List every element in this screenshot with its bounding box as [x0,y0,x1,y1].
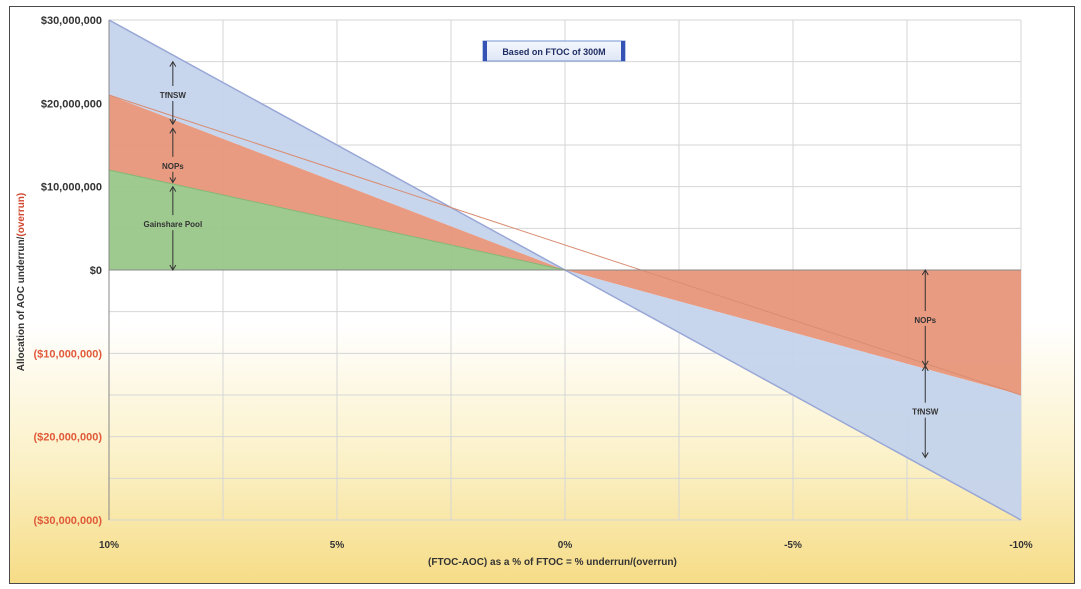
arrow-head [169,60,177,67]
y-tick-label: $0 [90,265,102,277]
arrow-head [169,264,177,271]
y-axis-label-part2: (overrun) [16,193,27,237]
annotation-label: NOPs [162,162,184,171]
y-tick-label: ($10,000,000) [34,348,103,360]
annotation-label: NOPs [914,316,936,325]
y-tick-label: $10,000,000 [41,182,102,194]
annotation-label: TfNSW [912,408,939,417]
allocation-chart: $30,000,000 $20,000,000 $10,000,000 $0 ($10,… [16,15,1033,568]
x-tick-label: -5% [784,540,802,551]
arrow-head [921,269,929,276]
arrow-head [169,185,177,192]
y-tick-label: ($30,000,000) [34,515,103,527]
annotation-label: Gainshare Pool [143,220,202,229]
y-tick-label: ($20,000,000) [34,432,103,444]
x-tick-label: 0% [558,540,573,551]
y-tick-label: $30,000,000 [41,15,102,27]
arrow-head [921,364,929,372]
x-tick-label: 5% [330,540,345,551]
annotations: TfNSW NOPs Gainshare Pool NOPs TfNSW [143,60,939,459]
nops-boundary-line [108,94,1022,396]
annotation-tfnsw: TfNSW [160,60,187,126]
annotation-nops: NOPs [162,127,184,184]
chart-title: Based on FTOC of 300M [482,40,626,62]
annotation-nops: NOPs [914,269,937,367]
chart-frame: $30,000,000 $20,000,000 $10,000,000 $0 ($10,… [9,6,1075,584]
annotation-tfnsw: TfNSW [912,364,939,459]
annotation-gainshare-pool: Gainshare Pool [143,185,202,271]
y-axis-label-part1: Allocation of AOC underrun/ [16,236,27,371]
y-axis-label: Allocation of AOC underrun/(overrun) [16,193,27,372]
x-axis-label: (FTOC-AOC) as a % of FTOC = % underrun/(… [428,557,677,568]
axes: $30,000,000 $20,000,000 $10,000,000 $0 ($10,… [34,15,1033,551]
x-tick-label: 10% [99,540,119,551]
areas [108,19,1022,521]
arrow-head [921,452,929,459]
chart-title-text: Based on FTOC of 300M [502,47,605,57]
arrow-head [169,127,177,134]
x-tick-label: -10% [1009,540,1032,551]
y-tick-label: $20,000,000 [41,98,102,110]
arrow-head [169,118,177,126]
annotation-label: TfNSW [160,91,187,100]
gainshare-boundary-line [108,169,566,271]
arrow-head [169,177,177,184]
